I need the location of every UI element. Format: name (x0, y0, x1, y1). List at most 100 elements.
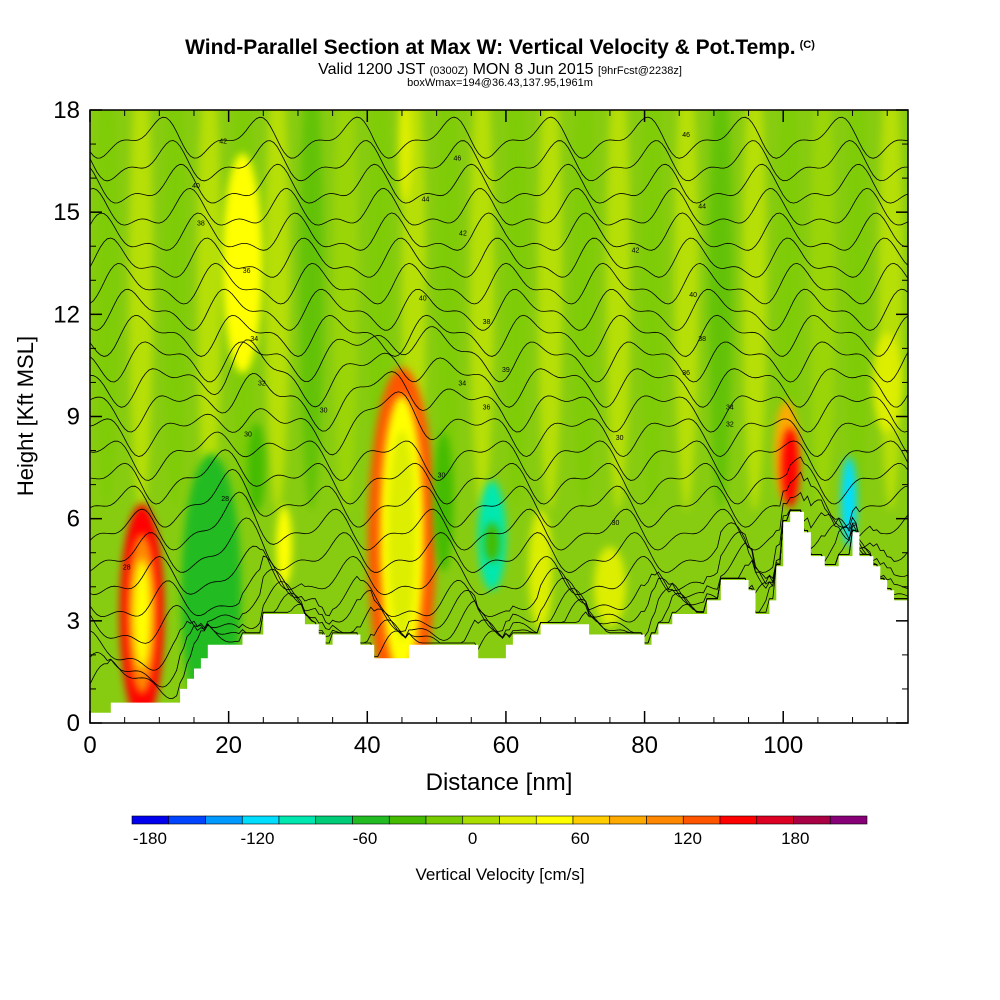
chart-title: Wind-Parallel Section at Max W: Vertical… (0, 36, 1000, 60)
wave-band (333, 110, 358, 511)
valid-date: MON 8 Jun 2015 (472, 61, 594, 78)
colorbar-swatch (241, 815, 280, 825)
isentrope-label: 38 (197, 220, 205, 227)
isentrope-line (90, 509, 908, 644)
isentrope-line (90, 509, 908, 596)
colorbar-swatch (535, 815, 574, 825)
isentrope-label: 42 (632, 248, 640, 255)
valid-prefix: Valid 1200 JST (318, 61, 426, 78)
isentrope-label: 42 (219, 139, 227, 146)
wave-band (197, 110, 222, 511)
isentrope-line (90, 491, 908, 551)
isentrope-line (90, 509, 908, 688)
colorbar-label: Vertical Velocity [cm/s] (415, 865, 584, 884)
colorbar-swatch (609, 815, 647, 825)
valid-utc: (0300Z) (429, 65, 469, 77)
velocity-cell (222, 153, 263, 374)
isentrope-label: 38 (483, 319, 491, 326)
isentrope-label: 40 (689, 292, 697, 299)
x-tick-label: 100 (763, 732, 803, 759)
colorbar-tick-label: 180 (781, 829, 809, 848)
colorbar-tick-label: 0 (468, 829, 477, 848)
isentrope-label: 40 (192, 183, 200, 190)
isentrope-line (90, 371, 908, 433)
isentrope-line (90, 314, 908, 357)
colorbar-tick-label: -180 (133, 829, 167, 848)
wave-band (810, 110, 835, 511)
isentrope-label: 28 (123, 564, 131, 571)
isentrope-line (90, 509, 908, 618)
isentrope-label: 28 (221, 496, 229, 503)
y-axis-label: Height [Kft MSL] (13, 336, 38, 496)
colorbar-swatch (388, 815, 427, 825)
velocity-cell (433, 431, 454, 572)
colorbar-swatch (278, 815, 317, 825)
y-tick-label: 6 (67, 506, 80, 533)
wave-band (504, 110, 529, 511)
wave-band (606, 110, 631, 511)
wave-band (265, 110, 290, 511)
colorbar-swatch (168, 815, 206, 825)
colorbar-swatch (425, 815, 464, 825)
colorbar-swatch (462, 815, 500, 825)
isentrope-label: 36 (682, 370, 690, 377)
isentrope-label: 42 (459, 231, 467, 238)
wave-band (538, 110, 563, 511)
wave-band (435, 110, 460, 511)
velocity-cell (398, 110, 413, 205)
colorbar-tick-label: -60 (353, 829, 378, 848)
y-tick-label: 9 (67, 404, 80, 431)
isentrope-label: 44 (698, 203, 706, 210)
colorbar-swatch (719, 815, 758, 825)
isentrope-labels: 28 28 30 32 34 36 38 40 42 30 30 40 34 36 38 39 42 44 46 30… (123, 132, 734, 572)
colorbar-swatch (756, 815, 794, 825)
x-tick-label: 0 (83, 732, 96, 759)
isentrope-line (90, 468, 908, 528)
isentrope-line (90, 509, 908, 671)
wave-band (674, 110, 699, 511)
colorbar-swatch (682, 815, 721, 825)
wave-band (844, 110, 869, 511)
colorbar-tick-label: 120 (674, 829, 702, 848)
forecast-info: [9hrFcst@2238z] (597, 65, 682, 77)
colorbar-ticks: -180 -120 -60 0 60 120 180 (133, 829, 810, 848)
colorbar-swatch (131, 815, 170, 825)
wave-band (640, 110, 665, 511)
isentrope-line (90, 163, 908, 204)
colorbar-swatch (829, 815, 868, 825)
velocity-cell (593, 546, 626, 627)
wave-band (469, 110, 494, 511)
velocity-cell (276, 505, 293, 586)
isentrope-label: 34 (250, 336, 258, 343)
y-tick-label: 15 (53, 199, 80, 226)
colorbar-swatch (646, 815, 684, 825)
velocity-cells (119, 110, 902, 723)
colorbar-swatch (499, 815, 537, 825)
isentrope-line (90, 339, 908, 408)
colorbar-swatch (572, 815, 611, 825)
isentrope-lines (90, 116, 908, 700)
isentrope-line (90, 140, 908, 182)
isentrope-line (90, 509, 908, 573)
isentrope-label: 39 (502, 367, 510, 374)
isentrope-line (90, 288, 908, 331)
isentrope-label: 30 (616, 435, 624, 442)
isentrope-label: 32 (726, 421, 734, 428)
colorbar-swatch (315, 815, 353, 825)
x-axis-ticks: 0 20 40 60 80 100 (83, 110, 888, 759)
velocity-cell (387, 430, 416, 641)
box-info: boxWmax=194@36.43,137.95,1961m (407, 77, 593, 89)
colorbar-tick-label: -120 (240, 829, 274, 848)
isentrope-line (90, 187, 908, 226)
wave-bands (95, 110, 903, 511)
isentrope-label: 30 (612, 520, 620, 527)
y-tick-label: 0 (67, 710, 80, 737)
isentrope-label: 36 (243, 268, 251, 275)
isentrope-label: 38 (698, 336, 706, 343)
y-tick-label: 18 (53, 97, 80, 124)
isentrope-line (90, 326, 908, 383)
isentrope-label: 46 (682, 132, 690, 139)
x-axis-label: Distance [nm] (426, 769, 573, 796)
colorbar-tick-label: 60 (571, 829, 590, 848)
